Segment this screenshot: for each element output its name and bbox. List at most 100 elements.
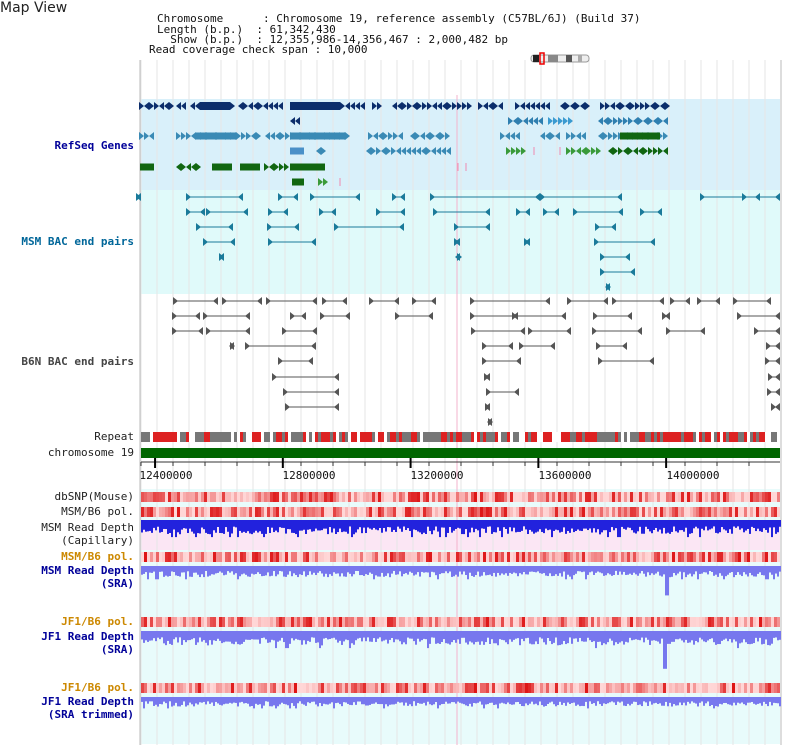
jf1-trim-depth-bar [313,697,315,702]
jf1-b6-pol-2-heat [669,683,672,693]
refseq-gene-arrow [515,102,520,110]
jf1-b6-pol-2-heat [729,683,732,693]
b6n-bac-pair [229,342,234,350]
repeat-segment [747,432,750,442]
refseq-gene-arrow [513,117,518,125]
msm-sra-depth-bar [479,566,481,577]
msm-b6-pol-2-heat [666,552,669,562]
ideogram-band [578,55,582,62]
jf1-trim-depth-bar [211,697,213,703]
msm-b6-pol-heat [519,507,522,517]
msm-sra-depth-bar [323,566,325,577]
refseq-gene-arrow [392,102,397,110]
jf1-b6-pol-2-heat [417,683,420,693]
msm-cap-depth-bar [473,520,475,533]
dbsnp-heat [450,492,453,502]
dbsnp-heat [546,492,549,502]
jf1-sra-depth-bar [689,631,691,643]
msm-sra-depth-bar [297,566,299,578]
msm-sra-depth-bar [185,566,187,580]
dbsnp-heat [729,492,732,502]
msm-b6-pol-2-heat [438,552,441,562]
msm-sra-depth-bar [229,566,231,573]
refseq-gene-arrow [467,102,472,110]
repeat-segment [525,432,528,442]
msm-sra-depth-bar [689,566,691,574]
msm-cap-depth-bar [567,520,569,532]
msm-b6-pol-2-heat [330,552,333,562]
msm-cap-depth-bar [223,520,225,534]
msm-b6-pol-2-heat [390,552,393,562]
jf1-trim-depth-bar [649,697,651,702]
msm-cap-depth-bar [367,520,369,528]
page-title: Map View [0,0,68,16]
msm-cap-depth-bar [299,520,301,531]
dbsnp-heat [192,492,195,502]
jf1-sra-depth-bar [315,631,317,643]
jf1-sra-depth-bar [645,631,647,638]
jf1-b6-pol-2-heat [357,683,360,693]
msm-sra-depth-bar [215,566,217,574]
msm-cap-depth-bar [609,520,611,533]
msm-sra-depth-bar [245,566,247,575]
read-coverage-info: Read coverage check span : 10,000 [149,43,368,56]
jf1-sra-depth-bar [333,631,335,638]
jf1-b6-pol-heat [648,617,651,627]
jf1-sra-depth-bar [143,631,145,643]
repeat-segment [237,432,240,442]
jf1-b6-pol-2-heat [651,683,654,693]
jf1-sra-depth-bar [699,631,701,638]
msm-b6-pol-2-heat [414,552,417,562]
msm-cap-depth-bar [183,520,185,529]
msm-cap-depth-bar [687,520,689,538]
msm-b6-pol-2-heat [687,552,690,562]
jf1-trim-depth-bar [379,697,381,705]
b6n-bac-pair [733,297,738,305]
msm-sra-depth-bar [635,566,637,575]
refseq-genes-label[interactable]: RefSeq Genes [54,139,134,152]
refseq-gene-arrow [618,147,623,155]
dbsnp-heat [567,492,570,502]
jf1-sra-depth-bar [715,631,717,645]
refseq-gene-arrow [638,117,643,125]
dbsnp-heat [318,492,321,502]
msm-b6-pol-heat [501,507,504,517]
jf1-b6-pol-heat [165,617,168,627]
jf1-depth-trim-label-2: (SRA trimmed) [47,708,134,721]
jf1-sra-depth-bar [509,631,511,640]
dbsnp-heat [438,492,441,502]
b6n-bac-pair [470,297,475,305]
jf1-trim-depth-bar [667,697,669,707]
msm-cap-depth-bar [231,520,233,534]
b6n-bac-label[interactable]: B6N BAC end pairs [21,355,134,368]
msm-bac-pair [376,208,381,216]
msm-sra-depth-bar [193,566,195,573]
dbsnp-heat [522,492,525,502]
repeat-segment [459,432,462,442]
refseq-gene-arrow [613,147,618,155]
jf1-b6-pol-heat [159,617,162,627]
msm-b6-pol-heat [600,507,603,517]
jf1-trim-depth-bar [433,697,435,705]
jf1-b6-pol-2-heat [696,683,699,693]
msm-sra-depth-bar [737,566,739,573]
b6n-bac-pair [283,388,288,396]
msm-cap-depth-bar [431,520,433,535]
dbsnp-heat [279,492,282,502]
b6n-bac-pair [311,342,316,350]
jf1-sra-depth-bar [609,631,611,639]
msm-b6-pol-2-heat [675,552,678,562]
msm-bac-label[interactable]: MSM BAC end pairs [21,235,134,248]
dbsnp-heat [771,492,774,502]
jf1-sra-depth-bar [753,631,755,644]
msm-b6-pol-heat [531,507,534,517]
dbsnp-heat [693,492,696,502]
jf1-sra-depth-bar [297,631,299,640]
jf1-trim-depth-bar [537,697,539,706]
msm-sra-depth-bar [553,566,555,576]
jf1-b6-pol-2-heat [717,683,720,693]
msm-b6-pol-2-heat [159,552,162,562]
dbsnp-heat [216,492,219,502]
msm-cap-depth-bar [419,520,421,533]
